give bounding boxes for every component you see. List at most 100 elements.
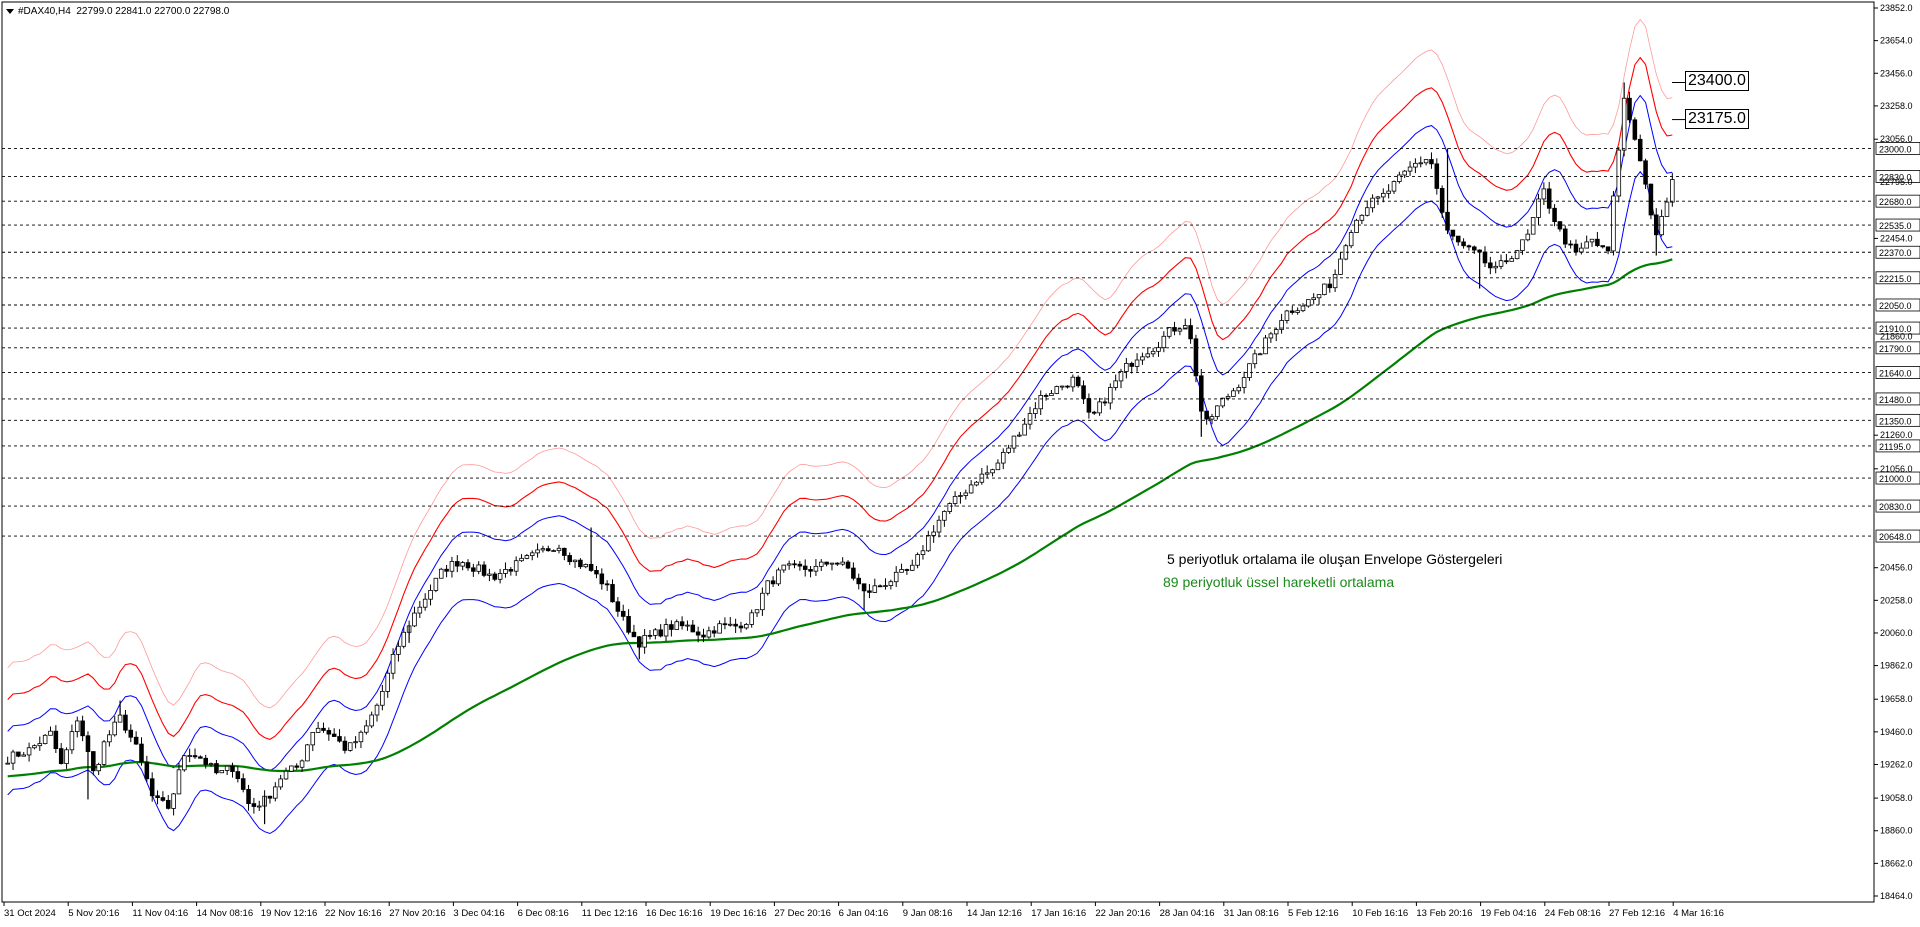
- x-tick-label: 27 Nov 20:16: [389, 908, 446, 919]
- candle-body: [642, 634, 647, 648]
- candle-body: [813, 565, 819, 572]
- candle-body: [171, 793, 176, 809]
- candle-body: [583, 563, 589, 568]
- candle-body: [551, 550, 556, 553]
- candle-body: [1670, 179, 1675, 203]
- candle-body: [685, 624, 690, 627]
- candle-body: [1172, 327, 1177, 332]
- x-tick-label: 9 Jan 08:16: [903, 908, 953, 919]
- candle-body: [717, 623, 722, 634]
- candle-body: [984, 472, 990, 475]
- level-label: 22370.0: [1879, 248, 1912, 258]
- x-tick-label: 24 Feb 08:16: [1545, 908, 1601, 919]
- y-tick-label: 21056.0: [1880, 464, 1913, 474]
- candle-body: [444, 568, 449, 572]
- candle-body: [256, 805, 262, 808]
- candle-body: [974, 481, 979, 486]
- candle-body: [1156, 347, 1161, 352]
- candle-body: [37, 743, 43, 747]
- candle-body: [69, 731, 75, 751]
- candle-body: [647, 634, 653, 637]
- y-tick-label: 19862.0: [1880, 661, 1913, 671]
- candle-body: [1354, 219, 1359, 233]
- candle-body: [663, 624, 669, 637]
- candle-body: [1482, 251, 1488, 264]
- candle-body: [101, 741, 107, 765]
- candle-body: [273, 786, 278, 799]
- y-tick-label: 23456.0: [1880, 68, 1913, 78]
- candle-body: [1220, 397, 1225, 407]
- candle-body: [1086, 398, 1092, 413]
- candle-body: [21, 754, 27, 757]
- candle-body: [208, 763, 214, 765]
- candle-body: [117, 714, 123, 723]
- candle-body: [909, 564, 915, 571]
- candle-body: [1188, 325, 1193, 340]
- candle-body: [230, 765, 235, 772]
- level-label-box: [1875, 499, 1920, 513]
- candle-body: [637, 636, 642, 648]
- y-tick-label: 23258.0: [1880, 101, 1913, 111]
- y-tick-label: 19262.0: [1880, 759, 1913, 769]
- y-tick-label: 19658.0: [1880, 694, 1913, 704]
- level-label: 21910.0: [1879, 324, 1912, 334]
- level-label: 20648.0: [1879, 532, 1912, 542]
- candle-body: [1477, 249, 1482, 253]
- candle-body: [1530, 217, 1536, 235]
- candle-body: [1065, 385, 1070, 388]
- x-tick-label: 6 Dec 08:16: [518, 908, 569, 919]
- ohlc-label: 22799.0 22841.0 22700.0 22798.0: [76, 6, 230, 17]
- candle-body: [1017, 434, 1022, 437]
- level-label: 21480.0: [1879, 395, 1912, 405]
- candle-body: [1573, 243, 1579, 253]
- candle-body: [1199, 375, 1204, 412]
- x-tick-label: 31 Oct 2024: [4, 908, 56, 919]
- x-tick-label: 31 Jan 08:16: [1224, 908, 1279, 919]
- candle-body: [920, 550, 926, 555]
- candle-body: [926, 535, 931, 552]
- candle-body: [1006, 447, 1011, 453]
- candle-body: [1397, 174, 1402, 182]
- candle-body: [829, 562, 835, 565]
- level-label-box: [1875, 321, 1920, 335]
- candle-body: [1070, 376, 1076, 388]
- level-label: 22050.0: [1879, 301, 1912, 311]
- level-label-box: [1875, 341, 1920, 355]
- candle-body: [1595, 238, 1600, 247]
- candle-body: [808, 569, 813, 572]
- candle-body: [155, 795, 160, 798]
- candle-body: [1268, 333, 1274, 339]
- level-label-box: [1875, 271, 1920, 285]
- candle-body: [1402, 170, 1407, 176]
- level-label: 22830.0: [1879, 172, 1912, 182]
- candle-body: [267, 795, 273, 799]
- x-tick-label: 10 Feb 16:16: [1352, 908, 1408, 919]
- candle-body: [604, 583, 610, 586]
- x-tick-label: 19 Nov 12:16: [261, 908, 318, 919]
- candle-body: [888, 581, 894, 586]
- level-label-box: [1875, 392, 1920, 406]
- envelope-annotation: 5 periyotluk ortalama ile oluşan Envelop…: [1167, 551, 1503, 567]
- candle-body: [401, 631, 407, 647]
- candle-body: [1059, 385, 1065, 388]
- candle-body: [519, 557, 524, 562]
- x-tick-label: 16 Dec 16:16: [646, 908, 703, 919]
- dropdown-arrow-icon[interactable]: [6, 8, 14, 14]
- candle-body: [1161, 335, 1167, 349]
- candle-body: [947, 503, 953, 512]
- level-label-box: [1875, 471, 1920, 485]
- candle-body: [1605, 246, 1611, 252]
- candle-body: [1450, 229, 1456, 237]
- candle-body: [278, 778, 283, 788]
- candle-body: [326, 730, 332, 735]
- y-tick-label: 19460.0: [1880, 727, 1913, 737]
- candle-body: [374, 704, 380, 716]
- candle-body: [1108, 387, 1113, 404]
- candle-body: [674, 621, 680, 630]
- ema-89-line: [7, 258, 1673, 778]
- candle-body: [182, 755, 187, 771]
- candle-body: [85, 735, 91, 752]
- candle-body: [396, 645, 401, 655]
